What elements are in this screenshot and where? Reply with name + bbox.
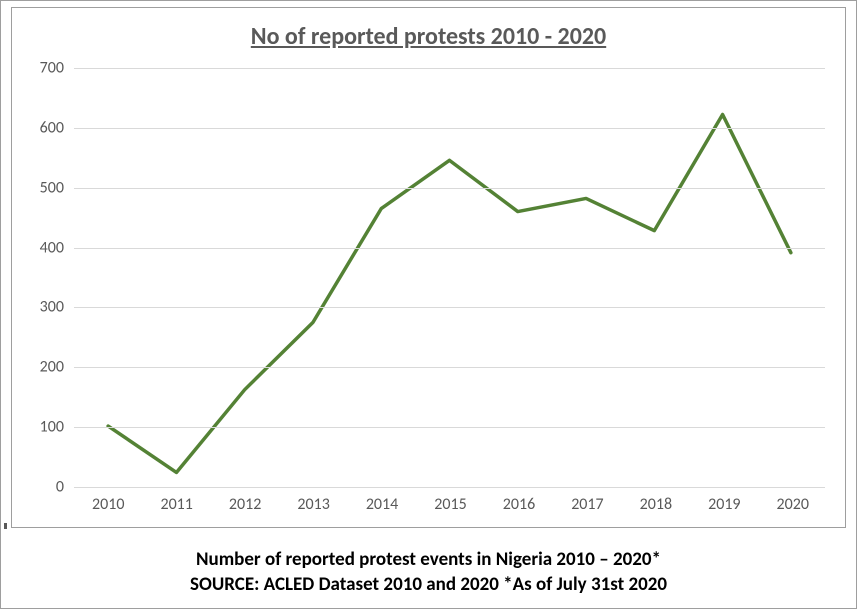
y-axis-label: 400: [40, 238, 64, 257]
x-axis-label: 2015: [434, 495, 466, 514]
y-axis-label: 500: [40, 178, 64, 197]
plot-area: 0100200300400500600700201020112012201320…: [74, 68, 825, 485]
y-axis-label: 100: [40, 418, 64, 437]
caption: Number of reported protest events in Nig…: [1, 547, 856, 598]
gridline: [74, 307, 825, 308]
chart-title: No of reported protests 2010 - 2020: [12, 22, 845, 51]
axis-tick-mark: [4, 523, 7, 529]
x-axis-label: 2011: [160, 495, 192, 514]
y-axis-label: 0: [56, 478, 64, 497]
x-axis-label: 2012: [229, 495, 261, 514]
caption-line-2: SOURCE: ACLED Dataset 2010 and 2020 *As …: [1, 572, 856, 598]
y-axis-label: 700: [40, 59, 64, 78]
x-axis-label: 2013: [297, 495, 329, 514]
y-axis-label: 200: [40, 358, 64, 377]
y-axis-label: 600: [40, 118, 64, 137]
gridline: [74, 128, 825, 129]
x-axis-label: 2014: [366, 495, 398, 514]
x-axis-label: 2016: [503, 495, 535, 514]
x-axis-label: 2010: [92, 495, 124, 514]
line-series: [74, 68, 825, 485]
chart-inner-border: No of reported protests 2010 - 2020 0100…: [11, 7, 846, 528]
x-axis-label: 2017: [571, 495, 603, 514]
gridline: [74, 248, 825, 249]
caption-line-1: Number of reported protest events in Nig…: [1, 547, 856, 573]
gridline: [74, 68, 825, 69]
gridline: [74, 188, 825, 189]
y-axis-label: 300: [40, 298, 64, 317]
x-axis-label: 2018: [640, 495, 672, 514]
gridline: [74, 487, 825, 488]
gridline: [74, 427, 825, 428]
chart-container: No of reported protests 2010 - 2020 0100…: [0, 0, 857, 609]
x-axis-label: 2020: [777, 495, 809, 514]
gridline: [74, 367, 825, 368]
x-axis-label: 2019: [708, 495, 740, 514]
